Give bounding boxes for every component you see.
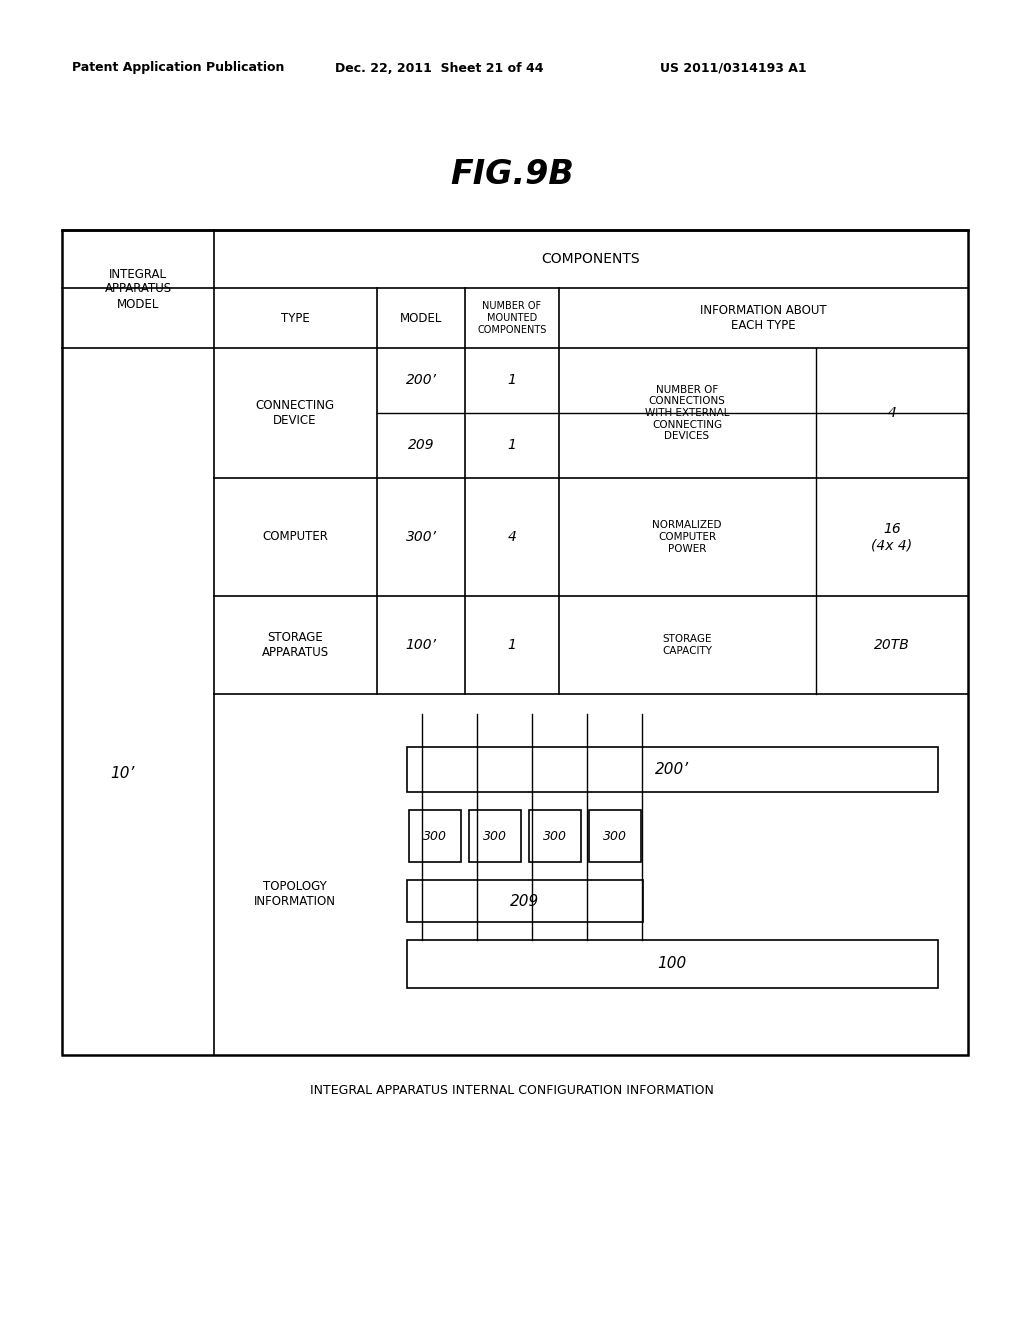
- Text: US 2011/0314193 A1: US 2011/0314193 A1: [660, 62, 807, 74]
- Text: 209: 209: [408, 438, 434, 451]
- Bar: [469, 810, 521, 862]
- Text: 1: 1: [508, 638, 516, 652]
- Text: 300: 300: [483, 829, 507, 842]
- Text: NORMALIZED
COMPUTER
POWER: NORMALIZED COMPUTER POWER: [652, 520, 722, 553]
- Bar: [529, 810, 581, 862]
- Text: NUMBER OF
CONNECTIONS
WITH EXTERNAL
CONNECTING
DEVICES: NUMBER OF CONNECTIONS WITH EXTERNAL CONN…: [645, 385, 729, 441]
- Text: 300’: 300’: [406, 531, 436, 544]
- Bar: [407, 747, 938, 792]
- Text: Patent Application Publication: Patent Application Publication: [72, 62, 285, 74]
- Text: COMPONENTS: COMPONENTS: [542, 252, 640, 267]
- Text: 1: 1: [508, 374, 516, 387]
- Text: 300: 300: [543, 829, 567, 842]
- Bar: [407, 880, 643, 921]
- Text: INTEGRAL APPARATUS INTERNAL CONFIGURATION INFORMATION: INTEGRAL APPARATUS INTERNAL CONFIGURATIO…: [310, 1084, 714, 1097]
- Text: STORAGE
CAPACITY: STORAGE CAPACITY: [662, 634, 712, 656]
- Text: 100’: 100’: [406, 638, 436, 652]
- Text: 200’: 200’: [655, 762, 689, 776]
- Text: 20TB: 20TB: [874, 638, 910, 652]
- Text: 1: 1: [508, 438, 516, 451]
- Bar: [589, 810, 641, 862]
- Text: MODEL: MODEL: [399, 312, 442, 325]
- Text: INFORMATION ABOUT
EACH TYPE: INFORMATION ABOUT EACH TYPE: [699, 304, 826, 333]
- Text: 100: 100: [657, 957, 687, 972]
- Bar: [62, 230, 968, 1055]
- Text: 300: 300: [603, 829, 627, 842]
- Text: STORAGE
APPARATUS: STORAGE APPARATUS: [261, 631, 329, 659]
- Text: 4: 4: [508, 531, 516, 544]
- Text: 300: 300: [423, 829, 447, 842]
- Text: INTEGRAL
APPARATUS
MODEL: INTEGRAL APPARATUS MODEL: [104, 268, 172, 310]
- Text: 209: 209: [510, 894, 540, 908]
- Text: 16
(4x 4): 16 (4x 4): [871, 521, 912, 552]
- Text: CONNECTING
DEVICE: CONNECTING DEVICE: [255, 399, 335, 426]
- Text: NUMBER OF
MOUNTED
COMPONENTS: NUMBER OF MOUNTED COMPONENTS: [477, 301, 547, 334]
- Text: TOPOLOGY
INFORMATION: TOPOLOGY INFORMATION: [254, 880, 336, 908]
- Text: 10’: 10’: [110, 767, 134, 781]
- Text: Dec. 22, 2011  Sheet 21 of 44: Dec. 22, 2011 Sheet 21 of 44: [335, 62, 544, 74]
- Bar: [407, 940, 938, 987]
- Text: FIG.9B: FIG.9B: [451, 158, 573, 191]
- Text: TYPE: TYPE: [281, 312, 309, 325]
- Text: 200’: 200’: [406, 374, 436, 387]
- Text: 4: 4: [888, 407, 896, 420]
- Bar: [409, 810, 461, 862]
- Text: COMPUTER: COMPUTER: [262, 531, 328, 544]
